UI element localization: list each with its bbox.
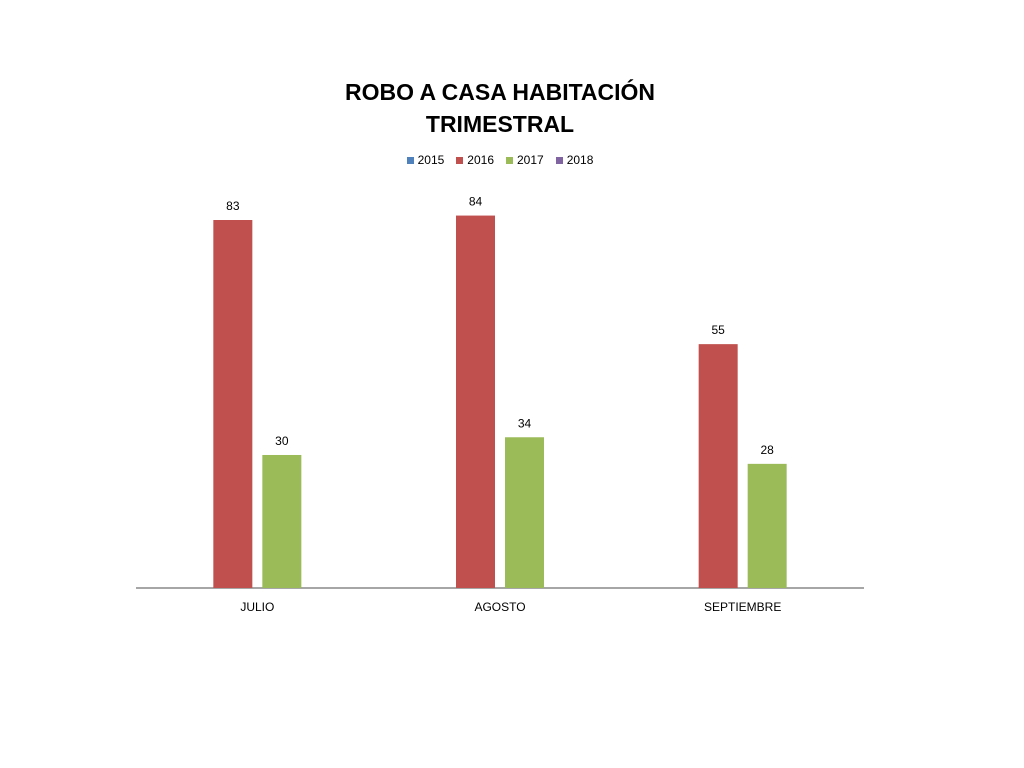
bar-2016-agosto bbox=[456, 215, 495, 588]
chart-title-line-2: TRIMESTRAL bbox=[425, 111, 575, 137]
chart-title: ROBO A CASA HABITACIÓN TRIMESTRAL bbox=[250, 76, 750, 140]
legend-label-2018: 2018 bbox=[566, 153, 594, 167]
legend-swatch-2016 bbox=[456, 156, 464, 164]
data-label-2017-septiembre: 28 bbox=[760, 443, 774, 457]
bar-2017-julio bbox=[262, 454, 302, 588]
legend-item-2018: 2018 bbox=[555, 152, 594, 168]
bar-2016-septiembre bbox=[698, 344, 738, 588]
legend-item-2015: 2015 bbox=[406, 152, 445, 168]
legend-item-2017: 2017 bbox=[506, 152, 544, 168]
legend-item-2016: 2016 bbox=[456, 152, 494, 168]
data-label-2017-agosto: 34 bbox=[518, 416, 532, 430]
x-tick-label-julio: JULIO bbox=[240, 600, 274, 614]
legend-swatch-2015 bbox=[406, 156, 414, 164]
chart-title-line-1: ROBO A CASA HABITACIÓN bbox=[344, 79, 656, 105]
legend-label-2017: 2017 bbox=[517, 153, 544, 167]
legend-label-2016: 2016 bbox=[467, 153, 494, 167]
legend-swatch-2017 bbox=[506, 156, 513, 164]
legend-swatch-2018 bbox=[555, 156, 563, 164]
bar-2017-agosto bbox=[505, 437, 544, 588]
x-tick-label-septiembre: SEPTIEMBRE bbox=[704, 600, 781, 614]
legend-label-2015: 2015 bbox=[417, 153, 445, 167]
data-label-2017-julio: 30 bbox=[275, 434, 289, 448]
bar-2016-julio bbox=[213, 220, 253, 588]
data-label-2016-agosto: 84 bbox=[469, 195, 483, 209]
bar-2017-septiembre bbox=[747, 463, 787, 588]
data-label-2016-septiembre: 55 bbox=[711, 323, 725, 337]
chart-legend: 2015 2016 2017 2018 bbox=[300, 152, 700, 168]
data-label-2016-julio: 83 bbox=[226, 199, 240, 213]
x-tick-label-agosto: AGOSTO bbox=[474, 600, 525, 614]
